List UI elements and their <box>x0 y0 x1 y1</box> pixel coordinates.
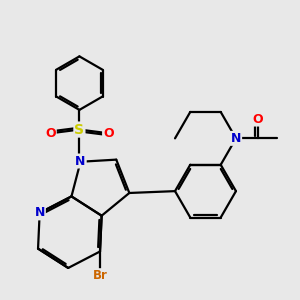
Text: S: S <box>74 123 84 136</box>
Text: O: O <box>45 127 56 140</box>
Text: Br: Br <box>93 269 107 282</box>
Text: O: O <box>252 112 263 125</box>
Text: N: N <box>231 132 241 145</box>
Text: O: O <box>103 127 114 140</box>
Text: N: N <box>75 154 86 167</box>
Text: N: N <box>34 206 45 219</box>
